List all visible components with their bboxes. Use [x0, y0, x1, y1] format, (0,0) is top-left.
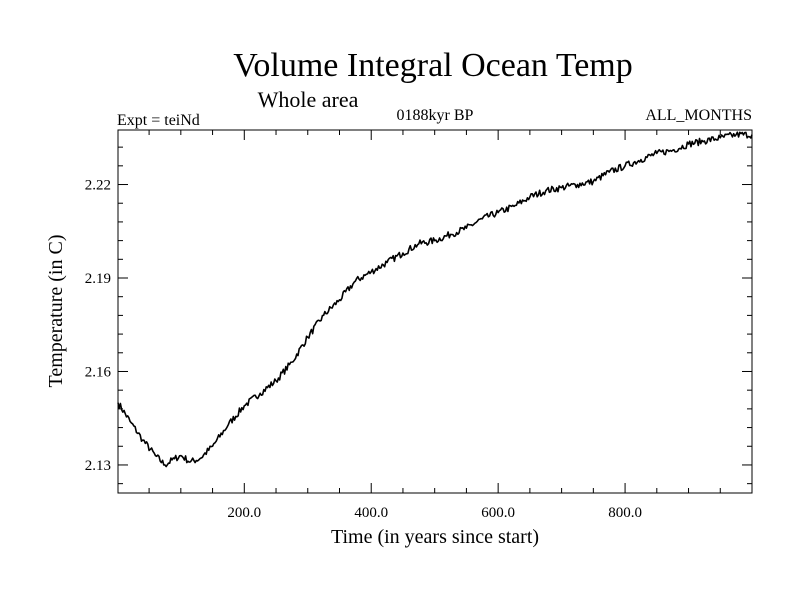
y-tick-label: 2.16 — [85, 364, 112, 380]
x-axis-ticks: 200.0 400.0 600.0 800.0 — [148, 130, 721, 521]
y-axis-label: Temperature (in C) — [45, 235, 67, 388]
chart-subtitle: Whole area — [258, 87, 359, 112]
x-tick-label: 800.0 — [608, 505, 642, 521]
x-tick-label: 600.0 — [481, 505, 515, 521]
x-axis-label: Time (in years since start) — [331, 526, 539, 548]
series-layer — [117, 131, 753, 468]
x-tick-label: 400.0 — [354, 505, 388, 521]
y-axis-ticks: 2.13 2.16 2.19 2.22 — [85, 146, 752, 485]
plot-frame — [117, 129, 753, 494]
x-tick-label: 200.0 — [227, 505, 261, 521]
months-label: ALL_MONTHS — [645, 107, 752, 124]
period-label: 0188kyr BP — [397, 107, 474, 124]
series-line — [117, 131, 753, 468]
y-tick-label: 2.19 — [85, 271, 111, 287]
chart-title: Volume Integral Ocean Temp — [233, 47, 633, 84]
y-tick-label: 2.13 — [85, 458, 111, 474]
experiment-label: Expt = teiNd — [117, 112, 200, 129]
y-tick-label: 2.22 — [85, 178, 111, 194]
